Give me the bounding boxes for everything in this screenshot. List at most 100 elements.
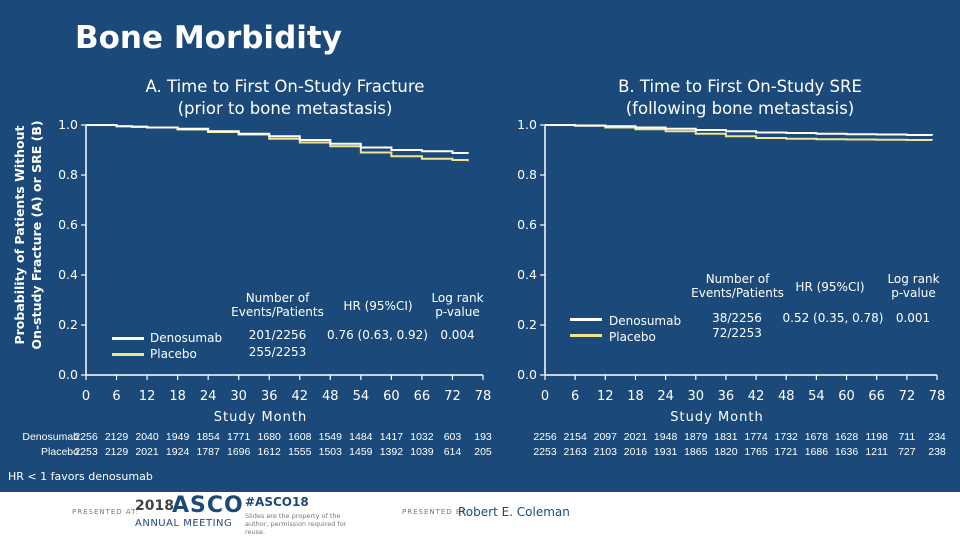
panel-a-legend-placebo: Placebo [150,347,197,361]
panel-b-y-tick-label: 0.8 [517,167,537,182]
panel-a-at-risk-value: 1039 [410,446,434,458]
panel-a-y-tick-label: 0.6 [58,217,78,232]
panel-a-at-risk-value: 193 [474,431,492,443]
panel-a-x-tick-label: 0 [82,389,90,404]
panel-a-x-tick-label: 24 [200,389,217,404]
panel-a-p-header: Log rank p-value [420,291,495,319]
panel-a-p-header-line2: p-value [435,305,480,319]
panel-a-at-risk-value: 1549 [318,431,342,443]
panel-a-plot: 0.0 0.2 0.4 0.6 0.8 1.0 0 6 12 18 24 30 36 42 48 54 60 66… [58,117,491,425]
panel-b-at-risk-value: 234 [928,431,946,443]
slide-title: Bone Morbidity [75,20,342,56]
panel-b-at-risk-value: 2016 [623,446,648,458]
panel-b-at-risk-value: 1820 [714,446,738,458]
panel-b-x-tick-label: 48 [778,389,795,404]
panel-a-events-placebo: 255/2253 [248,345,307,359]
panel-b-x-tick-label: 18 [627,389,644,404]
panel-b-at-risk-value: 2154 [563,431,587,443]
panel-a-at-risk-value: 1924 [165,446,190,458]
panel-a-x-tick-label: 30 [230,389,247,404]
panel-b-x-tick-label: 6 [571,389,579,404]
panel-b-x-tick-label: 0 [541,389,549,404]
panel-a-at-risk-value: 1771 [227,431,251,443]
panel-a-x-tick-label: 48 [322,389,339,404]
panel-b-events-header-line1: Number of [705,272,770,286]
panel-b-events-denosumab: 38/2256 [712,311,762,325]
panel-a-hr-header: HR (95%CI) [343,299,413,313]
panel-a-at-risk-value: 1484 [349,431,373,443]
panel-b-at-risk-value: 2256 [533,431,557,443]
panel-a-at-risk-value: 1949 [165,431,190,443]
panel-a-at-risk-label-denosumab: Denosumab [22,431,79,443]
panel-a-at-risk-value: 1680 [257,431,281,443]
panel-b-legend-swatch-denosumab [570,318,602,321]
panel-b-events-header: Number of Events/Patients [685,272,790,300]
panel-b-plot: 0.0 0.2 0.4 0.6 0.8 1.0 0 6 12 18 24 30 36 42 48 54 60 66… [517,117,945,425]
panel-a-at-risk-value: 2021 [135,446,159,458]
panel-b-at-risk-value: 1686 [804,446,829,458]
conference-hashtag: #ASCO18 [245,495,309,509]
panel-a-series-denosumab [86,124,469,154]
panel-b-p-value: 0.001 [895,311,931,325]
panel-a-legend-denosumab: Denosumab [150,331,223,345]
panel-a-legend-swatch-placebo [112,353,144,356]
panel-b-at-risk-value: 238 [928,446,946,458]
panel-b-title-line2: (following bone metastasis) [625,99,855,118]
panel-a-events-denosumab: 201/2256 [248,328,307,342]
panel-b-at-risk-value: 1732 [774,431,798,443]
panel-b-x-tick-label: 24 [657,389,674,404]
panel-a-events-header: Number of Events/Patients [225,291,330,319]
slide-property-note: Slides are the property of the author, p… [245,512,347,536]
footer-bar [0,492,960,540]
panel-b-x-tick-label: 12 [597,389,614,404]
panel-b-legend-swatch-placebo [570,334,602,337]
panel-a-x-tick-label: 36 [261,389,278,404]
panel-b-title: B. Time to First On-Study SRE (following… [540,76,940,120]
panel-b-y-tick-label: 0.0 [517,367,537,382]
panel-a-y-tick-label: 0.8 [58,167,78,182]
panel-a-y-tick-label: 0.4 [58,267,78,282]
panel-a-x-tick-label: 78 [475,389,492,404]
panel-b-at-risk-value: 1636 [834,446,859,458]
panel-a-at-risk-value: 1392 [379,446,404,458]
panel-b-at-risk-value: 1774 [744,431,768,443]
panel-b-y-tick-label: 1.0 [517,117,537,132]
panel-a-at-risk-value: 2129 [104,431,129,443]
panel-b-events-placebo: 72/2253 [712,326,762,340]
panel-b-x-tick-label: 66 [868,389,885,404]
panel-b-hr-value: 0.52 (0.35, 0.78) [782,311,884,325]
panel-a-at-risk-value: 1032 [410,431,434,443]
panel-b-p-header-line1: Log rank [887,272,940,286]
panel-b-x-tick-label: 36 [718,389,735,404]
panel-a-at-risk-value: 1459 [349,446,373,458]
panel-b-title-line1: B. Time to First On-Study SRE [618,77,862,96]
panel-a-x-tick-label: 60 [383,389,400,404]
panel-b-x-tick-label: 78 [929,389,946,404]
panel-b-at-risk-value: 1198 [865,431,888,443]
panel-a-at-risk-value: 1612 [257,446,281,458]
panel-b-hr-header: HR (95%CI) [795,280,865,294]
panel-a-at-risk-value: 1854 [196,431,220,443]
panel-a-p-header-line1: Log rank [431,291,484,305]
panel-b-at-risk-value: 1678 [804,431,829,443]
panel-a-at-risk-value: 1555 [288,446,312,458]
panel-a-at-risk-value: 1608 [288,431,312,443]
panel-b-at-risk-value: 1831 [714,431,738,443]
panel-b-at-risk-value: 2021 [623,431,648,443]
panel-b-at-risk-value: 1211 [865,446,888,458]
panel-b-at-risk-value: 711 [898,431,916,443]
km-charts: 0.00.20.40.60.81.00 6 12 18 24 30 36 42 48 54 60 66… [58,117,945,425]
conference-name: ANNUAL MEETING [135,518,233,529]
footnote: HR < 1 favors denosumab [8,470,153,483]
panel-a-events-header-line2: Events/Patients [231,305,324,319]
panel-a-title-line2: (prior to bone metastasis) [177,99,393,118]
panel-a-y-tick-label: 0.2 [58,317,78,332]
panel-a-at-risk-value: 2129 [104,446,129,458]
panel-b-at-risk-value: 2163 [563,446,587,458]
panel-a-at-risk-value: 1417 [379,431,404,443]
panel-a-x-tick-label: 12 [139,389,156,404]
panel-a-series-placebo [86,124,469,162]
panel-a-events-header-line1: Number of [245,291,310,305]
panel-b-at-risk-value: 1948 [653,431,678,443]
panel-b-at-risk-value: 1721 [774,446,798,458]
